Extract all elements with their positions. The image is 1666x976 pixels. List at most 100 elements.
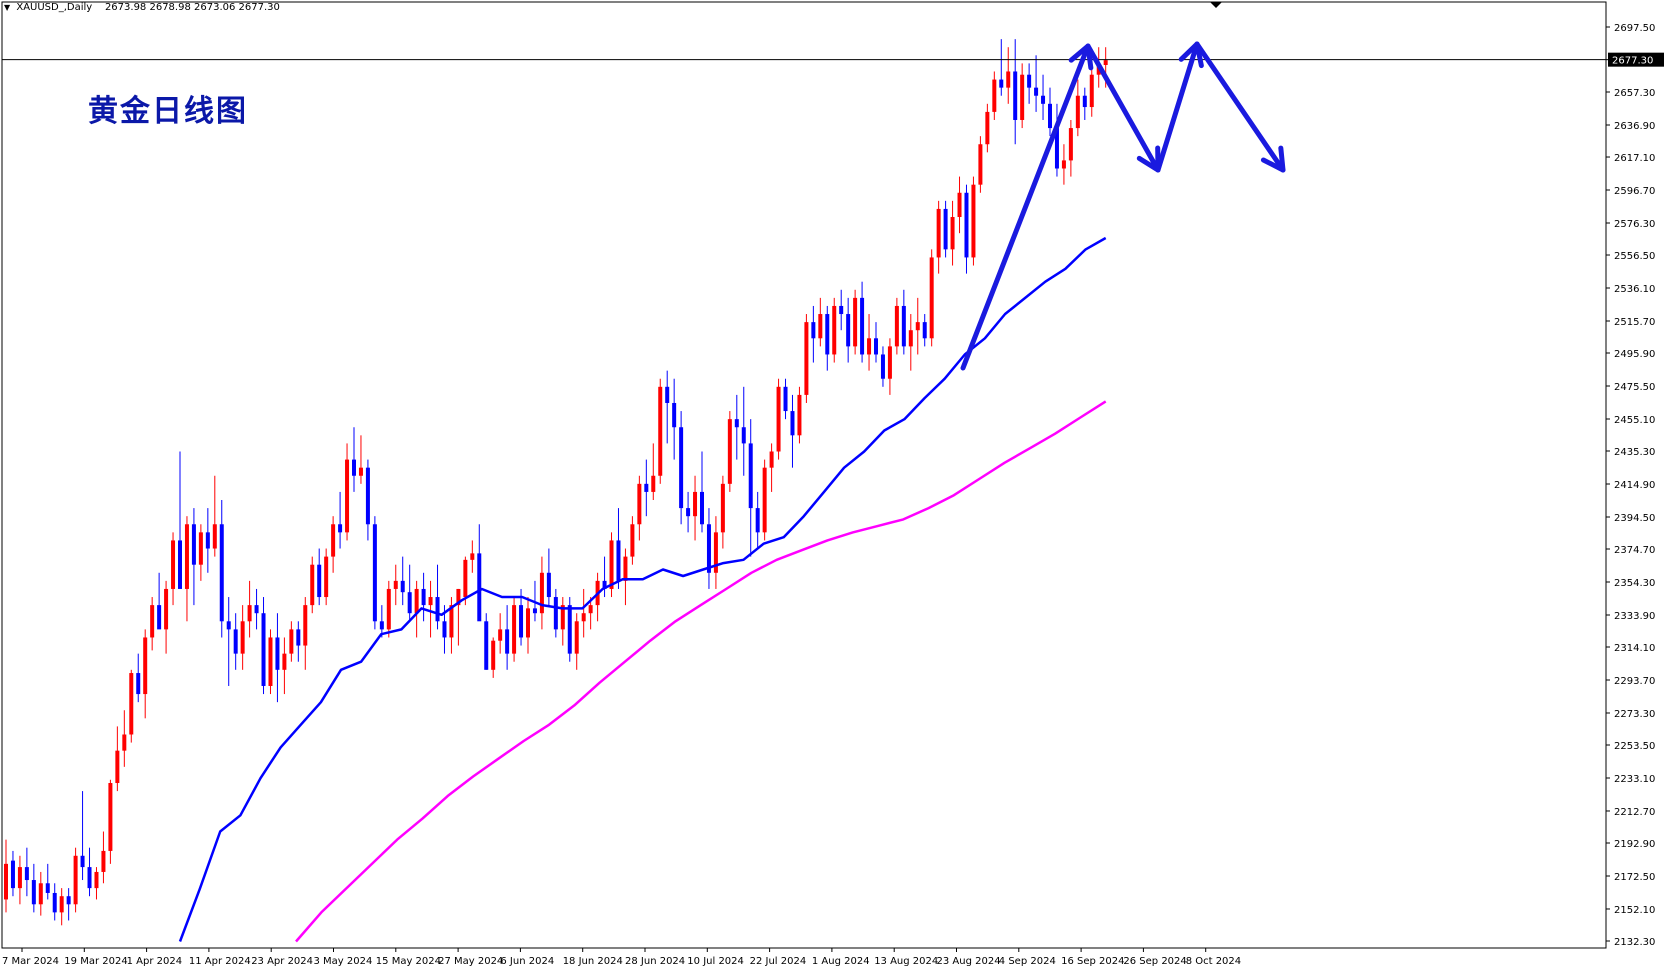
- x-tick-label: 26 Sep 2024: [1123, 956, 1186, 967]
- top-marker-icon: [1210, 2, 1222, 8]
- candle-body: [296, 629, 301, 646]
- x-tick-label: 22 Jul 2024: [750, 956, 807, 967]
- candle-body: [581, 613, 586, 622]
- candle-body: [108, 783, 113, 851]
- candle-body: [463, 559, 468, 598]
- candle-body: [247, 605, 252, 622]
- x-tick-label: 1 Aug 2024: [812, 956, 870, 967]
- candle-body: [407, 592, 412, 614]
- candle-body: [261, 613, 266, 686]
- y-tick-label: 2192.90: [1614, 839, 1655, 850]
- y-tick-label: 2152.10: [1614, 905, 1655, 916]
- candle-body: [115, 750, 120, 784]
- candle-body: [421, 588, 426, 606]
- candle-body: [734, 419, 739, 428]
- candle-body: [741, 427, 746, 444]
- candle-body: [414, 588, 419, 614]
- candle-body: [706, 524, 711, 573]
- candle-body: [101, 850, 106, 872]
- candle-body: [1061, 160, 1066, 169]
- candle-body: [289, 629, 294, 654]
- candle-body: [755, 508, 760, 533]
- candle-body: [818, 314, 823, 339]
- y-tick-label: 2212.70: [1614, 807, 1655, 818]
- candle-body: [811, 322, 816, 339]
- collapse-triangle-icon[interactable]: ▼: [4, 3, 11, 12]
- candle-body: [804, 322, 809, 395]
- y-tick-label: 2515.70: [1614, 317, 1655, 328]
- candle-body: [665, 386, 670, 403]
- x-tick-label: 19 Mar 2024: [64, 956, 127, 967]
- candle-body: [80, 855, 85, 868]
- y-tick-label: 2475.50: [1614, 382, 1655, 393]
- candle-body: [574, 621, 579, 654]
- y-tick-label: 2233.10: [1614, 774, 1655, 785]
- candle-body: [512, 605, 517, 654]
- candle-body: [240, 621, 245, 654]
- candle-body: [832, 305, 837, 355]
- x-tick-label: 7 Mar 2024: [2, 956, 59, 967]
- x-tick-label: 8 Oct 2024: [1186, 956, 1241, 967]
- candle-body: [352, 459, 356, 476]
- candle-body: [658, 386, 663, 476]
- x-tick-label: 1 Apr 2024: [127, 956, 182, 967]
- candle-body: [52, 892, 57, 913]
- y-tick-label: 2293.70: [1614, 676, 1655, 687]
- candle-body: [254, 605, 259, 614]
- candle-body: [964, 192, 969, 258]
- candle-body: [24, 867, 29, 881]
- candle-body: [992, 79, 997, 112]
- candle-body: [1034, 87, 1039, 96]
- candle-body: [790, 411, 795, 436]
- candle-body: [686, 508, 691, 517]
- ma-slow-line: [295, 400, 1107, 943]
- candle-body: [957, 192, 962, 218]
- candle-body: [17, 867, 22, 889]
- candle-body: [435, 597, 440, 622]
- candle-body: [310, 564, 315, 606]
- candle-body: [560, 605, 565, 630]
- arrow-head-down-1: [1136, 145, 1161, 173]
- candle-body: [275, 637, 280, 670]
- candle-body: [999, 79, 1004, 88]
- candle-body: [428, 597, 433, 606]
- candle-body: [567, 605, 572, 654]
- candle-body: [205, 532, 210, 549]
- candle-body: [226, 621, 231, 630]
- x-tick-label: 28 Jun 2024: [625, 956, 685, 967]
- candle-body: [553, 597, 558, 630]
- candle-body: [1041, 95, 1046, 104]
- candle-body: [365, 467, 370, 525]
- candle-body: [539, 572, 544, 614]
- candle-body: [477, 553, 482, 622]
- y-tick-label: 2273.30: [1614, 709, 1655, 720]
- x-tick-label: 3 May 2024: [314, 956, 373, 967]
- candle-body: [157, 605, 162, 630]
- candle-body: [797, 394, 802, 436]
- candle-body: [874, 338, 878, 355]
- candle-body: [338, 524, 343, 533]
- candle-body: [985, 111, 990, 145]
- candle-body: [317, 564, 322, 598]
- y-tick-label: 2536.10: [1614, 284, 1655, 295]
- candle-body: [282, 653, 287, 670]
- candle-body: [386, 588, 391, 630]
- candle-body: [122, 734, 127, 751]
- candle-body: [191, 524, 196, 565]
- candle-body: [178, 540, 182, 589]
- candle-body: [616, 540, 621, 581]
- candle-body: [358, 467, 363, 476]
- y-tick-label: 2576.30: [1614, 219, 1655, 230]
- candle-body: [1006, 71, 1011, 88]
- candle-body: [1075, 95, 1080, 129]
- candle-body: [171, 540, 176, 589]
- y-tick-label: 2132.30: [1614, 937, 1655, 948]
- y-tick-label: 2596.70: [1614, 186, 1655, 197]
- candle-body: [846, 314, 851, 347]
- candle-body: [1048, 103, 1052, 129]
- chart-annotation-title: 黄金日线图: [88, 94, 248, 129]
- candle-body: [867, 338, 872, 355]
- candle-body: [1020, 74, 1025, 120]
